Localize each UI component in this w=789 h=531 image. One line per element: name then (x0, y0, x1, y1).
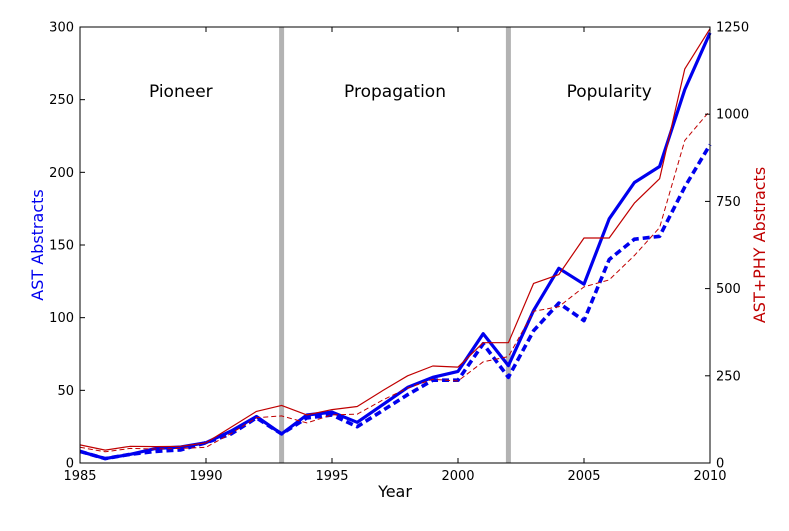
y-left-tick-label: 0 (66, 457, 74, 472)
y-right-tick-label: 1000 (716, 108, 749, 123)
y-right-tick-label: 250 (716, 369, 741, 384)
era-label-1: Pioneer (149, 82, 213, 102)
x-tick-label: 2005 (567, 469, 600, 484)
ticks-layer: 1985 1990 1995 2000 2005 20100501001502002503… (49, 21, 749, 485)
era-label-3: Popularity (567, 82, 652, 102)
series-line-4 (79, 110, 711, 453)
y-axis-left-label: AST Abstracts (28, 189, 47, 300)
x-tick-label: 2000 (441, 469, 474, 484)
y-right-tick-label: 0 (716, 457, 724, 472)
era-label-2: Propagation (344, 82, 446, 102)
x-axis-label: Year (377, 482, 412, 501)
x-tick-label: 1990 (189, 469, 222, 484)
y-left-tick-label: 150 (49, 239, 74, 254)
y-right-tick-label: 500 (716, 282, 741, 297)
y-left-tick-label: 100 (49, 311, 74, 326)
y-left-tick-label: 250 (49, 93, 74, 108)
era-dividers (279, 27, 511, 463)
y-left-tick-label: 300 (49, 21, 74, 36)
era-labels: Pioneer Propagation Popularity (149, 82, 652, 102)
y-right-tick-label: 1250 (716, 21, 749, 36)
x-tick-label: 2010 (693, 469, 726, 484)
series-line-3 (79, 28, 711, 451)
y-right-tick-label: 750 (716, 195, 741, 210)
series-line-2 (79, 143, 712, 461)
y-left-tick-label: 50 (57, 384, 74, 399)
series-layer (79, 28, 712, 461)
y-left-tick-label: 200 (49, 166, 74, 181)
x-tick-label: 1985 (63, 469, 96, 484)
x-tick-label: 1995 (315, 469, 348, 484)
y-axis-right-label: AST+PHY Abstracts (750, 167, 769, 323)
